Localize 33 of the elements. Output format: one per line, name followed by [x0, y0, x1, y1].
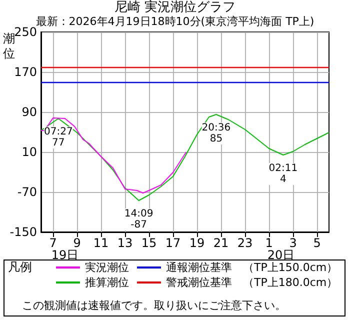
- x-tick-label: 15: [141, 236, 157, 250]
- y-tick-label: 250: [14, 25, 37, 39]
- x-tick-label: 3: [289, 236, 297, 250]
- annotation: 02:11 4: [268, 163, 298, 185]
- annotation: 14:09 -87: [124, 208, 154, 230]
- line-series: [40, 118, 187, 194]
- y-tick-label: 170: [14, 65, 37, 79]
- annotation: 07:27 77: [44, 126, 73, 148]
- x-tick-label: 11: [93, 236, 109, 250]
- x-tick-label: 1: [265, 236, 273, 250]
- line-series: [40, 114, 330, 201]
- x-tick-label: 9: [73, 236, 81, 250]
- x-tick-label: 17: [165, 236, 181, 250]
- x-tick-label: 23: [237, 236, 253, 250]
- y-tick-label: 10: [22, 145, 37, 159]
- legend-title: 凡例: [8, 260, 32, 274]
- x-tick-label: 19: [189, 236, 205, 250]
- annotation: 20:36 85: [202, 122, 231, 144]
- legend-label: 推算潮位: [85, 276, 129, 289]
- y-axis-title: 潮位: [3, 32, 15, 60]
- y-tick-label: -70: [17, 185, 37, 199]
- legend-label: 通報潮位基準 （TP上150.0cm）: [166, 261, 338, 274]
- y-tick-label: -150: [10, 225, 37, 239]
- legend-label: 警戒潮位基準 （TP上180.0cm）: [166, 276, 338, 289]
- text: この観測値は速報値です。取り扱いにご注意下さい。: [22, 299, 286, 312]
- x-tick-label: 13: [117, 236, 133, 250]
- chart-subtitle: 最新：2026年4月19日18時10分(東京湾平均海面 TP上): [36, 15, 314, 28]
- y-tick-label: 90: [22, 105, 37, 119]
- x-tick-label: 5: [313, 236, 321, 250]
- x-tick-label: 21: [213, 236, 229, 250]
- legend-label: 実況潮位: [85, 261, 129, 274]
- chart-title: 尼崎 実況潮位グラフ: [114, 0, 236, 15]
- x-tick-label: 7: [49, 236, 57, 250]
